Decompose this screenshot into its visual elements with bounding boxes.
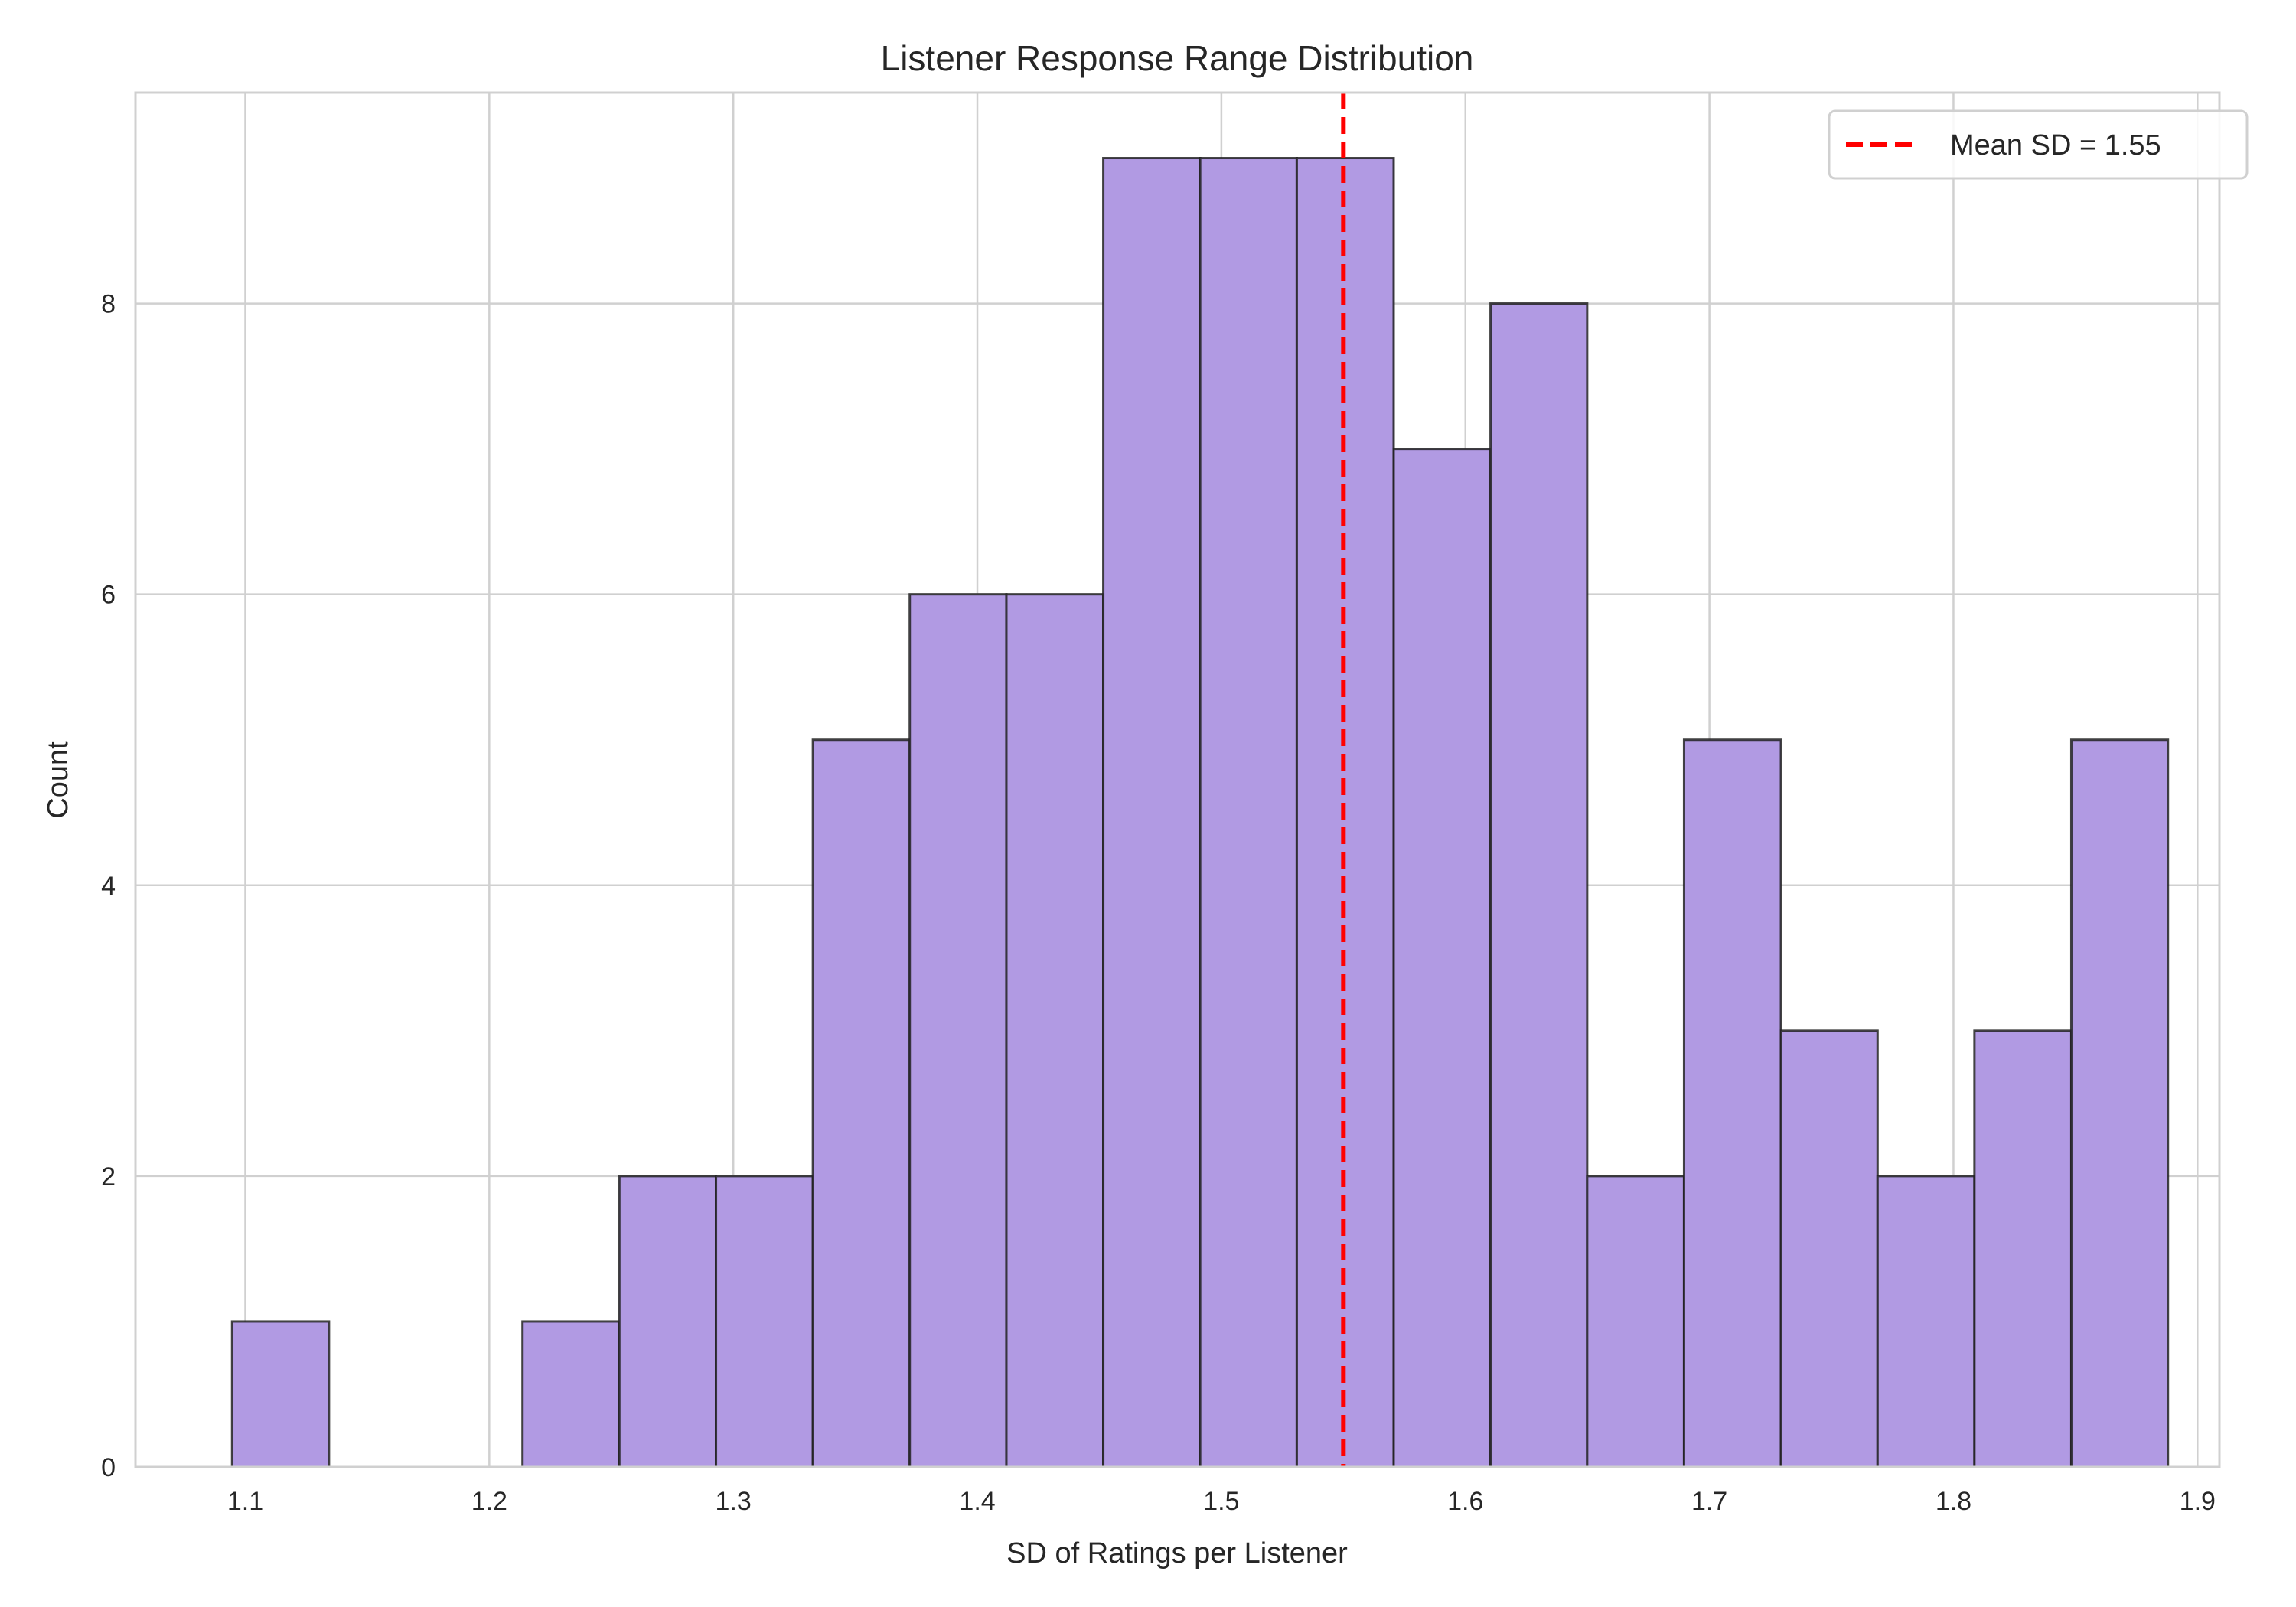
x-tick-label: 1.4 [959, 1487, 995, 1516]
x-tick-label: 1.7 [1691, 1487, 1727, 1516]
axes-border [134, 91, 2221, 1468]
histogram-bar [1973, 1029, 2073, 1468]
x-tick-labels: 1.1 1.2 1.3 1.4 1.5 1.6 1.7 1.8 1.9 [227, 1487, 2216, 1516]
x-tick-label: 1.1 [227, 1487, 263, 1516]
histogram-bar [521, 1320, 621, 1468]
histogram-bar [1102, 157, 1202, 1468]
histogram-bar [2069, 738, 2170, 1468]
y-tick-label: 8 [101, 290, 116, 319]
histogram-bar [1876, 1175, 1976, 1468]
y-tick-label: 4 [101, 872, 116, 901]
y-tick-labels: 0 2 4 6 8 [101, 290, 116, 1482]
histogram-bar [811, 738, 912, 1468]
y-tick-label: 2 [101, 1162, 116, 1191]
histogram-bar [230, 1320, 331, 1468]
bars [230, 157, 2170, 1468]
y-axis-label: Count [42, 741, 74, 819]
histogram-bar [1779, 1029, 1879, 1468]
x-tick-label: 1.3 [716, 1487, 752, 1516]
chart-title: Listener Response Range Distribution [881, 38, 1474, 78]
legend-box [1828, 109, 2249, 180]
histogram-bar [618, 1175, 718, 1468]
histogram-bar [1489, 302, 1589, 1468]
histogram-bar [1392, 448, 1492, 1468]
x-tick-label: 1.9 [2180, 1487, 2216, 1516]
y-tick-label: 0 [101, 1453, 116, 1482]
x-tick-label: 1.6 [1447, 1487, 1483, 1516]
histogram-bar [1586, 1175, 1685, 1468]
x-tick-label: 1.2 [471, 1487, 507, 1516]
x-tick-label: 1.8 [1936, 1487, 1971, 1516]
x-tick-label: 1.5 [1203, 1487, 1239, 1516]
legend-label: Mean SD = 1.55 [1950, 129, 2161, 161]
histogram-bar [1199, 157, 1298, 1468]
histogram-bar [715, 1175, 814, 1468]
histogram-bar [1005, 593, 1105, 1468]
legend: Mean SD = 1.55 [1828, 109, 2249, 180]
histogram-bar [1682, 738, 1782, 1468]
y-tick-label: 6 [101, 581, 116, 610]
axes-frame [134, 91, 2221, 1468]
x-axis-label: SD of Ratings per Listener [1006, 1537, 1348, 1570]
histogram-bar [908, 593, 1008, 1468]
